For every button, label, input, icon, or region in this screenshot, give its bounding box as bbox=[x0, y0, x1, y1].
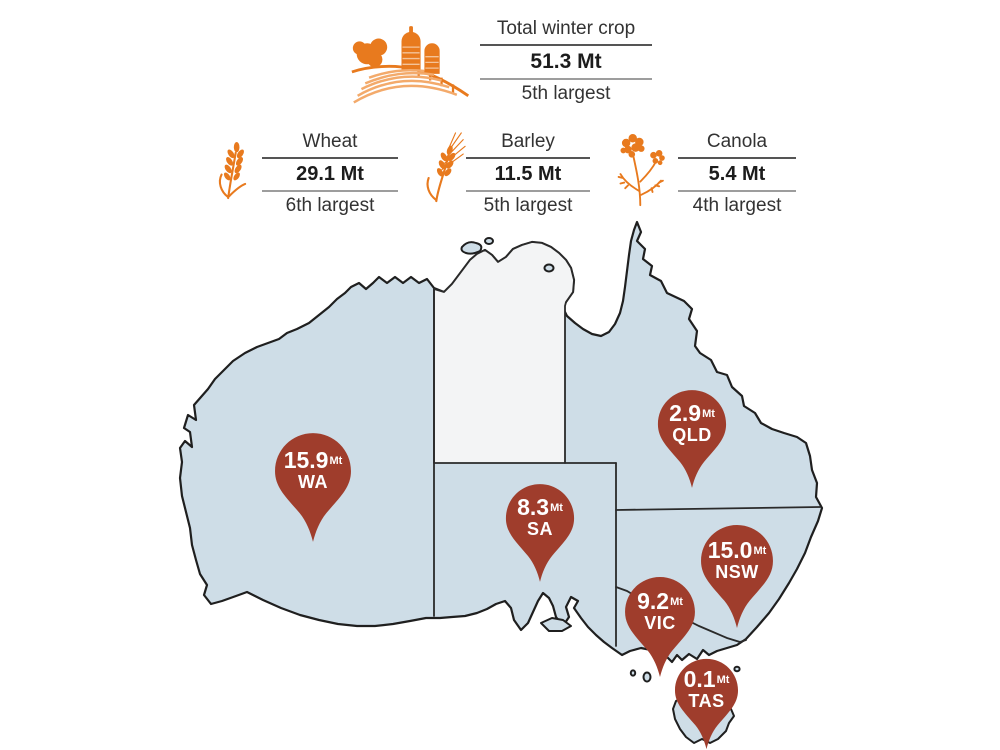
barley-value: 11.5 Mt bbox=[466, 159, 590, 192]
farm-icon bbox=[350, 14, 474, 106]
map-pin-tas: 0.1Mt TAS bbox=[673, 658, 740, 750]
pin-state-label: QLD bbox=[672, 424, 712, 445]
map-pin-qld: 2.9Mt QLD bbox=[657, 389, 727, 489]
barley-label: Barley bbox=[466, 131, 590, 159]
pin-shape bbox=[625, 576, 695, 678]
pin-value: 2.9 bbox=[669, 400, 702, 427]
canola-rank: 4th largest bbox=[692, 195, 782, 216]
pin-state-label: WA bbox=[298, 471, 328, 492]
total-winter-crop-stat: Total winter crop 51.3 Mt 5th largest bbox=[480, 18, 652, 105]
map-pin-sa: 8.3Mt SA bbox=[505, 483, 575, 583]
pin-shape bbox=[701, 524, 773, 629]
barley-rank: 5th largest bbox=[483, 195, 573, 216]
wheat-stat: Wheat 29.1 Mt 6th largest bbox=[262, 131, 398, 217]
nt-region bbox=[433, 241, 575, 464]
map-pin-nsw: 15.0Mt NSW bbox=[700, 524, 774, 629]
canola-stat: Canola 5.4 Mt 4th largest bbox=[678, 131, 796, 217]
barley-stat: Barley 11.5 Mt 5th largest bbox=[466, 131, 590, 217]
pin-value: 0.1 bbox=[683, 666, 716, 693]
pin-value: 9.2 bbox=[637, 587, 670, 614]
total-crop-value: 51.3 Mt bbox=[480, 46, 652, 80]
wheat-value: 29.1 Mt bbox=[262, 159, 398, 192]
pin-unit: Mt bbox=[329, 454, 343, 467]
canola-label: Canola bbox=[678, 131, 796, 159]
pin-unit: Mt bbox=[550, 502, 563, 515]
pin-state-label: SA bbox=[526, 518, 553, 539]
wheat-label: Wheat bbox=[262, 131, 398, 159]
pin-shape bbox=[275, 433, 351, 542]
pin-shape bbox=[674, 658, 739, 750]
pin-unit: Mt bbox=[716, 674, 730, 687]
pin-state-label: VIC bbox=[644, 612, 676, 633]
map-pin-vic: 9.2Mt VIC bbox=[624, 576, 696, 678]
canola-value: 5.4 Mt bbox=[678, 159, 796, 192]
pin-unit: Mt bbox=[753, 544, 767, 557]
tiwi-islands bbox=[460, 241, 483, 255]
total-crop-rank: 5th largest bbox=[521, 83, 611, 104]
pin-state-label: TAS bbox=[688, 691, 725, 712]
flinders-island bbox=[733, 665, 741, 673]
island bbox=[629, 669, 637, 677]
pin-state-label: NSW bbox=[715, 561, 759, 582]
map-pin-wa: 15.9Mt WA bbox=[274, 432, 352, 543]
pin-shape bbox=[505, 484, 575, 582]
pin-value: 15.0 bbox=[707, 536, 753, 563]
island bbox=[484, 237, 494, 245]
pin-unit: Mt bbox=[702, 408, 715, 421]
wheat-icon bbox=[206, 134, 256, 200]
total-crop-label: Total winter crop bbox=[480, 18, 652, 46]
pin-unit: Mt bbox=[670, 595, 683, 608]
pin-shape bbox=[657, 390, 727, 488]
king-island bbox=[642, 671, 652, 683]
pin-value: 8.3 bbox=[517, 494, 550, 521]
wheat-rank: 6th largest bbox=[285, 195, 375, 216]
island bbox=[543, 263, 555, 273]
canola-icon bbox=[612, 126, 678, 208]
pin-value: 15.9 bbox=[283, 446, 329, 473]
kangaroo-island bbox=[540, 617, 572, 632]
barley-icon bbox=[418, 131, 470, 203]
